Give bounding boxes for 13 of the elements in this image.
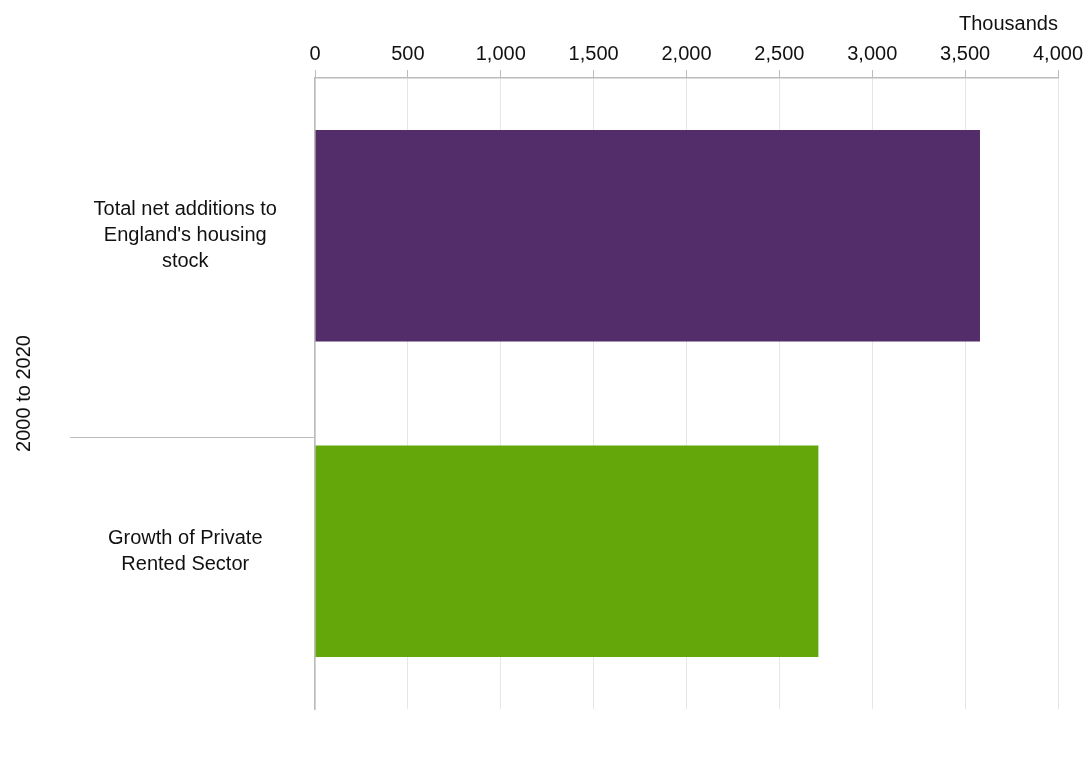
x-tick-label: 4,000	[1032, 41, 1084, 64]
y-tick-label: Growth of Private Rented Sector	[108, 525, 263, 574]
x-tick-label: 3,000	[847, 41, 898, 64]
x-tick-label: 500	[391, 41, 425, 64]
y-tick-label: Total net additions to England's housing stock	[93, 197, 278, 272]
x-tick-label: 1,000	[475, 41, 526, 64]
x-tick-label: 0	[309, 41, 321, 64]
x-axis-title: Thousands	[959, 11, 1058, 34]
x-tick-label: 1,500	[568, 41, 619, 64]
x-tick-label: 2,000	[661, 41, 712, 64]
x-tick-label: 3,500	[940, 41, 991, 64]
y-axis-title: 2000 to 2020	[11, 335, 34, 452]
x-tick-label: 2,500	[754, 41, 805, 64]
